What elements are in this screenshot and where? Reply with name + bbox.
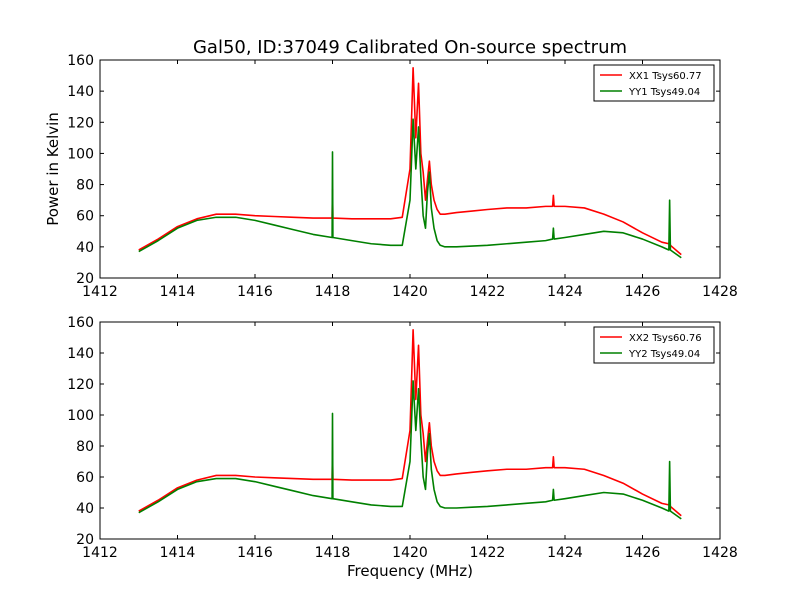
series-line-xx-panel-1 [138,66,682,256]
y-tick-label: 100 [67,408,94,424]
y-tick-label: 160 [67,53,94,69]
legend-box [593,64,715,102]
y-tick-label: 100 [67,146,94,162]
x-tick-label: 1420 [392,545,428,561]
panel-1: 1412 1414 1416 1418 1420 1422 1424 1426 1428 20 40… [67,53,738,300]
y-tick-label: 20 [76,271,94,287]
chart-title: Gal50, ID:37049 Calibrated On-source spe… [193,37,627,58]
series-line-yy-panel-2 [138,380,682,520]
series-line-yy-panel-1 [138,118,682,259]
legend-label-yy: YY2 Tsys49.04 [628,349,700,360]
x-tick-label: 1414 [160,545,196,561]
y-tick-label: 160 [67,315,94,331]
panel-2: 1412 1414 1416 1418 1420 1422 1424 1426 1428 20 40… [67,315,738,561]
y-tick-label: 120 [67,115,94,131]
x-tick-label: 1412 [82,545,118,561]
x-tick-label: 1416 [237,284,273,300]
x-tick-label: 1418 [315,284,351,300]
x-tick-label: 1422 [470,284,506,300]
x-tick-label: 1418 [315,545,351,561]
x-tick-label: 1420 [392,284,428,300]
legend-label-yy: YY1 Tsys49.04 [628,87,700,98]
y-tick-label: 80 [76,178,94,194]
x-tick-label: 1428 [702,545,738,561]
legend-label-xx: XX2 Tsys60.76 [629,333,702,344]
y-tick-label: 120 [67,377,94,393]
x-tick-label: 1416 [237,545,273,561]
y-tick-label: 40 [76,240,94,256]
y-tick-label: 60 [76,470,94,486]
x-axis-label: Frequency (MHz) [347,562,473,580]
y-tick-label: 20 [76,532,94,548]
panels-container: 1412 1414 1416 1418 1420 1422 1424 1426 1428 20 40… [67,53,738,561]
legend: XX1 Tsys60.77 YY1 Tsys49.04 [593,64,715,102]
x-tick-label: 1426 [625,545,661,561]
x-tick-label: 1424 [547,545,583,561]
y-tick-label: 40 [76,501,94,517]
x-tick-label: 1424 [547,284,583,300]
x-tick-label: 1428 [702,284,738,300]
legend-box [593,326,715,364]
series-line-xx-panel-2 [138,328,682,517]
x-tick-label: 1412 [82,284,118,300]
y-tick-label: 60 [76,209,94,225]
y-axis-label: Power in Kelvin [44,112,62,226]
y-tick-label: 80 [76,439,94,455]
y-tick-label: 140 [67,84,94,100]
y-tick-label: 140 [67,346,94,362]
legend-label-xx: XX1 Tsys60.77 [629,71,702,82]
x-tick-label: 1422 [470,545,506,561]
x-tick-label: 1426 [625,284,661,300]
legend: XX2 Tsys60.76 YY2 Tsys49.04 [593,326,715,364]
x-tick-label: 1414 [160,284,196,300]
